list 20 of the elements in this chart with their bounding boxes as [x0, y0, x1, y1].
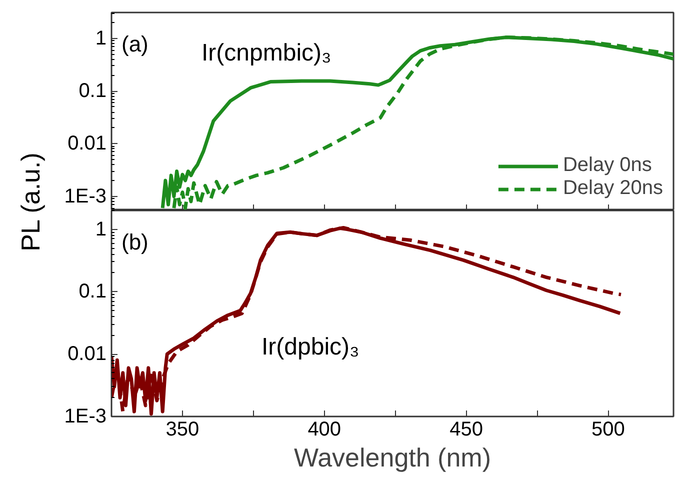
x-tick-label: 450 [450, 418, 483, 440]
y-tick-label: 1 [95, 218, 106, 240]
y-tick-label: 1 [95, 27, 106, 50]
x-tick-label: 400 [308, 418, 342, 440]
x-axis-title: Wavelength (nm) [294, 442, 492, 472]
annotation: Ir(dpbic)₃ [262, 334, 360, 360]
legend-label: Delay 0ns [562, 154, 652, 177]
x-tick-label: 500 [592, 418, 625, 440]
y-tick-label: 0.1 [78, 280, 107, 303]
y-tick-label: 1E-3 [64, 406, 107, 428]
y-tick-label: 0.01 [68, 343, 107, 366]
annotation: (a) [122, 32, 148, 56]
legend-label: Delay 20ns [562, 177, 663, 200]
y-axis-title: PL (a.u.) [16, 152, 46, 252]
y-tick-label: 1E-3 [64, 185, 107, 208]
annotation: Ir(cnpmbic)₃ [202, 40, 332, 66]
annotation: (b) [122, 230, 148, 254]
y-tick-label: 0.1 [78, 80, 107, 102]
x-tick-label: 350 [166, 418, 200, 440]
y-tick-label: 0.01 [68, 132, 107, 155]
